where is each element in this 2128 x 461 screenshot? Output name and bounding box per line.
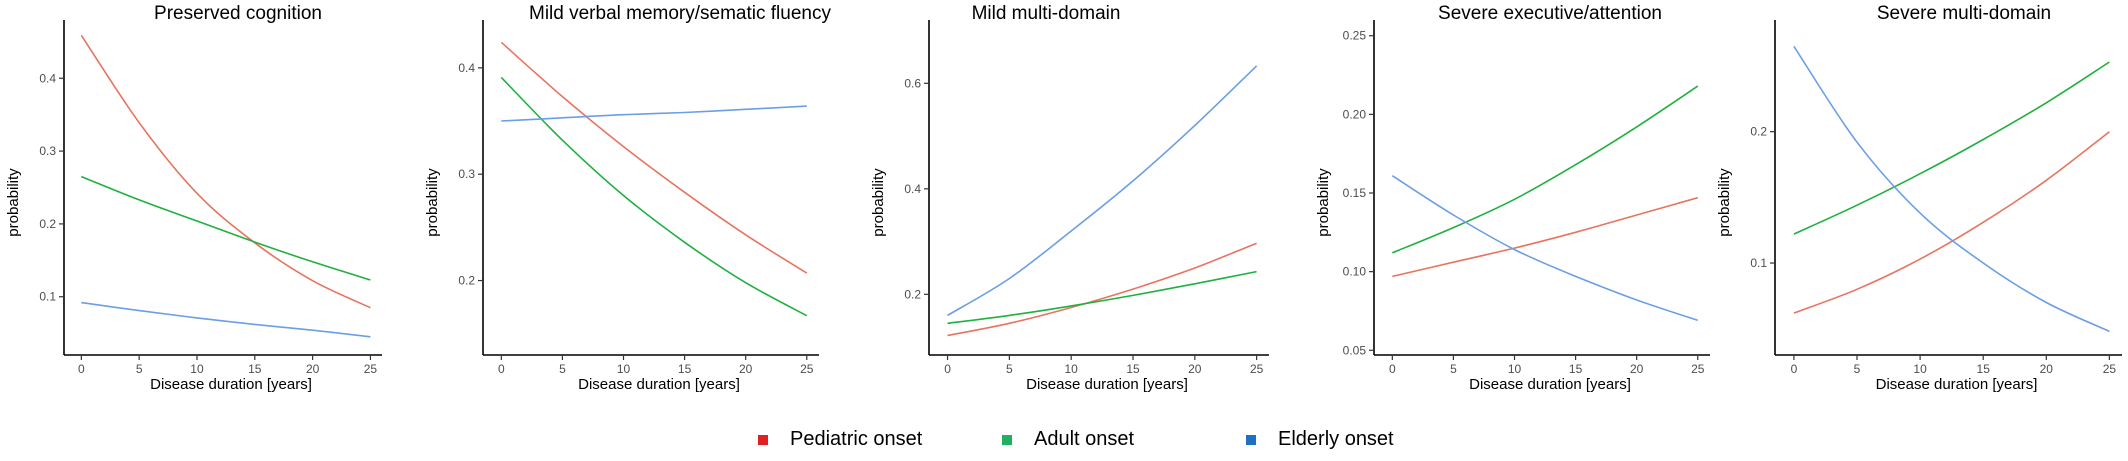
x-tick-label: 5 — [1006, 362, 1013, 376]
legend-swatch-elderly — [1246, 434, 1256, 445]
x-tick-label: 25 — [1250, 362, 1264, 376]
chart-panel-0: Preserved cognition 0 5 10 15 20 25 0.1 0.2 0.3 0.… — [5, 3, 382, 393]
x-tick-label: 0 — [944, 362, 951, 376]
x-tick-label: 5 — [1854, 362, 1861, 376]
x-tick-label: 25 — [364, 362, 378, 376]
x-axis-label: Disease duration [years] — [1876, 376, 2038, 393]
legend-swatch-adult — [1002, 434, 1012, 445]
y-tick-label: 0.2 — [904, 287, 921, 301]
x-tick-label: 10 — [1913, 362, 1927, 376]
y-tick-label: 0.2 — [1750, 125, 1767, 139]
x-tick-label: 20 — [739, 362, 753, 376]
x-tick-label: 5 — [1450, 362, 1457, 376]
x-tick-label: 10 — [190, 362, 204, 376]
series-line-pediatric — [1392, 196, 1699, 278]
y-tick-label: 0.15 — [1343, 186, 1367, 200]
y-tick-label: 0.3 — [458, 167, 475, 181]
chart-panel-3: Severe executive/attention 0 5 10 15 20 25 0.05… — [1315, 3, 1710, 393]
series-line-adult — [947, 270, 1257, 325]
series-line-elderly — [81, 301, 371, 338]
series-line-elderly — [501, 105, 807, 122]
x-tick-label: 20 — [1630, 362, 1644, 376]
y-tick-label: 0.4 — [458, 61, 475, 75]
legend-label-pediatric: Pediatric onset — [790, 428, 923, 450]
x-tick-label: 5 — [559, 362, 566, 376]
series-line-elderly — [1391, 175, 1699, 322]
x-tick-label: 15 — [1569, 362, 1583, 376]
x-tick-label: 5 — [136, 362, 143, 376]
y-tick-label: 0.4 — [904, 182, 921, 196]
chart-title: Severe executive/attention — [1438, 3, 1662, 24]
x-axis-label: Disease duration [years] — [1026, 376, 1188, 393]
x-axis-label: Disease duration [years] — [578, 376, 740, 393]
x-tick-label: 0 — [78, 362, 85, 376]
y-tick-label: 0.1 — [39, 290, 56, 304]
series-line-adult — [81, 175, 371, 281]
series-line-elderly — [1793, 45, 2110, 333]
legend-item-elderly: Elderly onset — [1246, 428, 1394, 451]
x-tick-label: 10 — [617, 362, 631, 376]
series-line-adult — [1391, 85, 1699, 254]
chart-title: Preserved cognition — [154, 3, 322, 24]
y-tick-label: 0.6 — [904, 76, 921, 90]
chart-panel-4: Severe multi-domain 0 5 10 15 20 25 0.1 0.2 Disea… — [1716, 3, 2122, 393]
x-tick-label: 0 — [1791, 362, 1798, 376]
y-axis-label: probability — [1716, 168, 1733, 237]
x-axis-label: Disease duration [years] — [150, 376, 312, 393]
x-tick-label: 15 — [1126, 362, 1140, 376]
legend-item-adult: Adult onset — [1002, 428, 1134, 451]
series-line-adult — [1793, 61, 2110, 235]
legend: Pediatric onset Adult onset Elderly onse… — [0, 428, 2128, 458]
y-axis-label: probability — [1315, 168, 1332, 237]
chart-panel-1: Mild verbal memory/sematic fluency 0 5 10 15… — [424, 3, 831, 393]
y-tick-label: 0.05 — [1343, 343, 1367, 357]
y-tick-label: 0.25 — [1343, 29, 1367, 43]
legend-label-elderly: Elderly onset — [1278, 428, 1394, 450]
y-tick-label: 0.1 — [1750, 256, 1767, 270]
x-tick-label: 25 — [2103, 362, 2117, 376]
y-tick-label: 0.20 — [1343, 107, 1367, 121]
series-line-pediatric — [80, 34, 371, 309]
y-axis-label: probability — [5, 168, 22, 237]
series-line-pediatric — [1793, 131, 2110, 314]
y-tick-label: 0.4 — [39, 71, 56, 85]
x-tick-label: 20 — [2040, 362, 2054, 376]
y-axis-label: probability — [424, 168, 441, 237]
y-tick-label: 0.10 — [1343, 265, 1367, 279]
series-line-adult — [500, 76, 808, 317]
series-line-pediatric — [500, 41, 808, 274]
legend-swatch-pediatric — [758, 434, 768, 445]
series-line-pediatric — [947, 242, 1257, 337]
chart-figure: Preserved cognition 0 5 10 15 20 25 0.1 0.2 0.3 0.… — [5, 3, 2122, 393]
y-tick-label: 0.3 — [39, 144, 56, 158]
x-axis-label: Disease duration [years] — [1469, 376, 1631, 393]
x-tick-label: 20 — [306, 362, 320, 376]
chart-title: Severe multi-domain — [1877, 3, 2051, 24]
x-tick-label: 25 — [800, 362, 814, 376]
y-tick-label: 0.2 — [458, 274, 475, 288]
x-tick-label: 15 — [248, 362, 262, 376]
legend-item-pediatric: Pediatric onset — [758, 428, 922, 451]
x-tick-label: 25 — [1691, 362, 1705, 376]
legend-label-adult: Adult onset — [1034, 428, 1135, 450]
series-line-elderly — [947, 65, 1258, 317]
y-tick-label: 0.2 — [39, 217, 56, 231]
x-tick-label: 0 — [498, 362, 505, 376]
y-axis-label: probability — [870, 168, 887, 237]
x-tick-label: 10 — [1508, 362, 1522, 376]
x-tick-label: 15 — [678, 362, 692, 376]
x-tick-label: 15 — [1977, 362, 1991, 376]
x-tick-label: 0 — [1389, 362, 1396, 376]
x-tick-label: 20 — [1188, 362, 1202, 376]
chart-panel-2: Mild multi-domain 0 5 10 15 20 25 0.2 0.4 0.6 Dise… — [870, 3, 1269, 393]
chart-title: Mild multi-domain — [972, 3, 1121, 24]
x-tick-label: 10 — [1065, 362, 1079, 376]
chart-title: Mild verbal memory/sematic fluency — [529, 3, 831, 24]
